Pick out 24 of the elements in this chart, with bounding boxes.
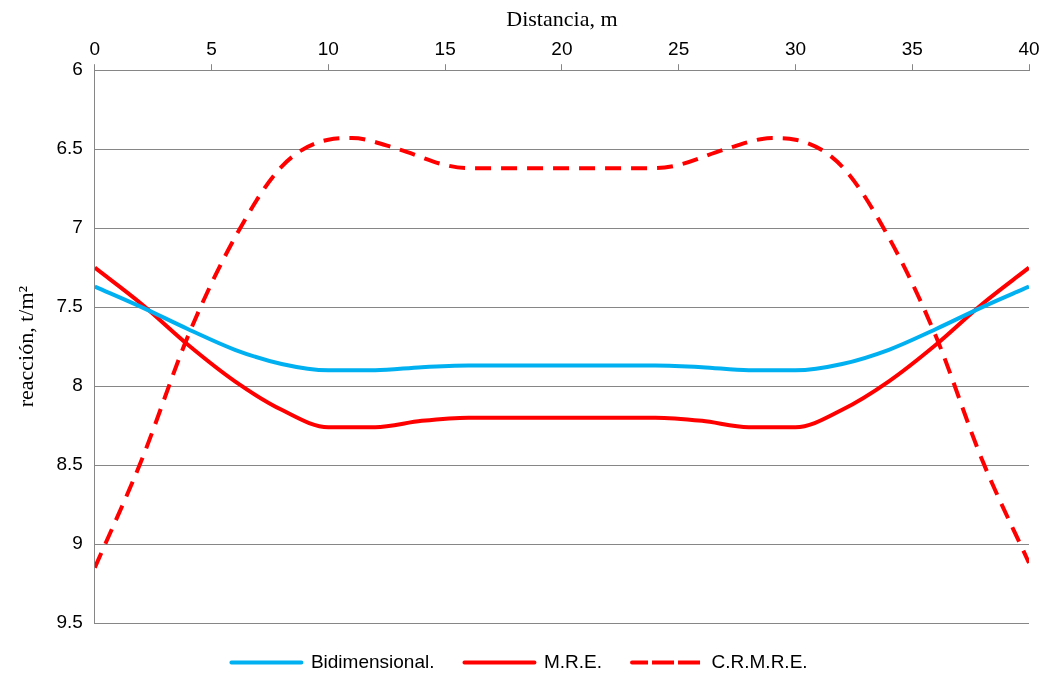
- x-tick-label: 10: [317, 38, 339, 60]
- x-tick-label: 25: [668, 38, 690, 60]
- x-tick-label: 5: [206, 38, 217, 60]
- legend-label: C.R.M.R.E.: [711, 650, 808, 672]
- legend-label: Bidimensional.: [310, 650, 435, 672]
- y-tick-label: 6: [72, 58, 83, 80]
- y-tick-label: 6.5: [56, 137, 83, 159]
- x-tick-label: 30: [784, 38, 807, 60]
- line-series: [94, 284, 1029, 373]
- x-axis-title: Distancia, m: [506, 5, 618, 31]
- legend-label: M.R.E.: [543, 650, 603, 672]
- y-tick-label: 8.5: [56, 453, 83, 475]
- y-tick-label: 9.5: [56, 611, 83, 633]
- y-axis-title: reacción, t/m²: [12, 285, 38, 408]
- y-tick-label: 8: [72, 374, 83, 396]
- x-tick-label: 40: [1018, 38, 1040, 60]
- line-series: [94, 136, 1029, 570]
- y-tick-label: 7.5: [56, 295, 83, 317]
- y-tick-label: 7: [72, 216, 83, 238]
- x-tick-label: 0: [89, 38, 101, 60]
- y-tick-label: 9: [72, 532, 83, 554]
- x-tick-label: 35: [901, 38, 923, 60]
- x-tick-label: 15: [434, 38, 456, 60]
- x-tick-label: 20: [551, 38, 573, 60]
